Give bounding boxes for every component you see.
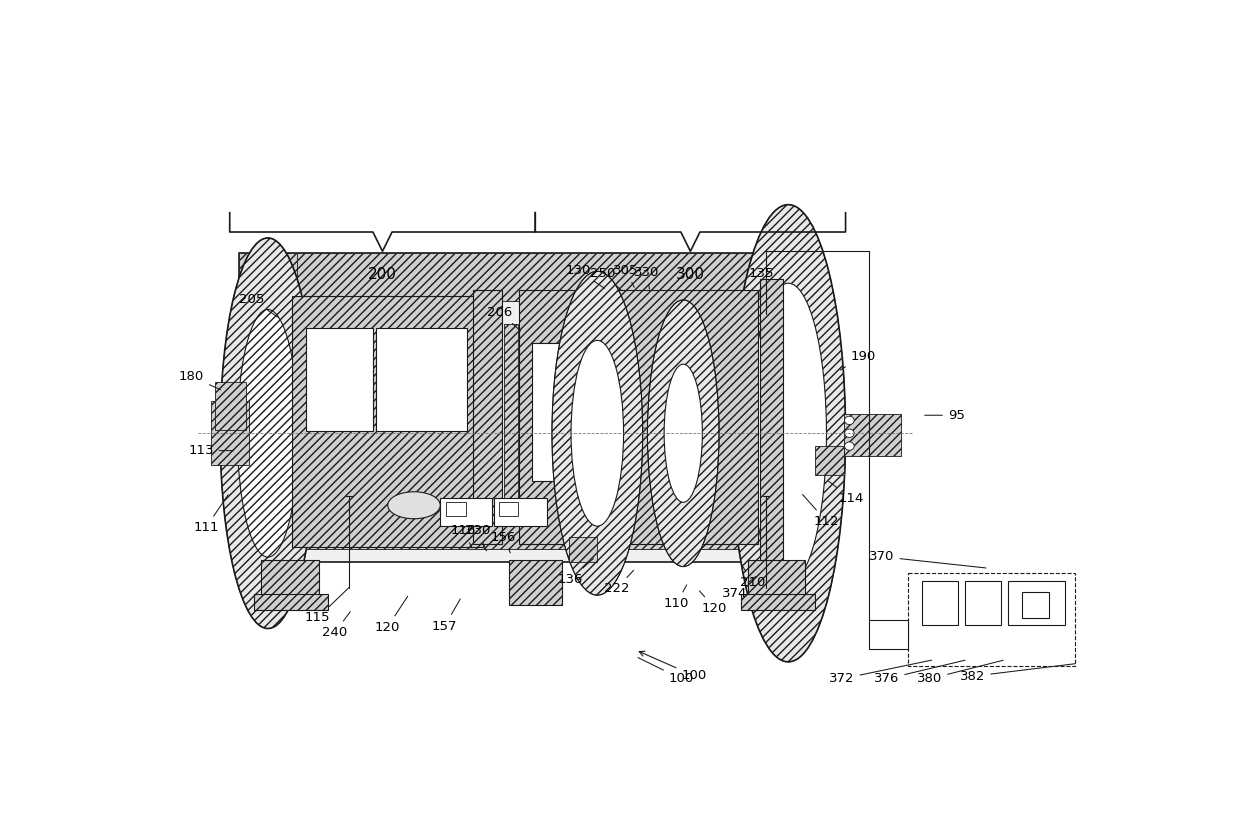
Bar bbox=[843, 414, 901, 456]
Ellipse shape bbox=[844, 416, 854, 424]
Bar bbox=[569, 538, 598, 562]
Text: 200: 200 bbox=[368, 267, 397, 282]
Bar bbox=[510, 560, 562, 605]
Text: 120: 120 bbox=[699, 591, 728, 615]
Bar bbox=[254, 594, 329, 610]
Text: 111: 111 bbox=[193, 494, 228, 534]
Bar bbox=[908, 573, 1075, 666]
Text: 112: 112 bbox=[802, 494, 839, 528]
Ellipse shape bbox=[237, 310, 299, 557]
Bar bbox=[815, 446, 843, 475]
Ellipse shape bbox=[750, 283, 826, 584]
Text: 135: 135 bbox=[749, 267, 774, 296]
Bar bbox=[495, 498, 547, 527]
Bar bbox=[755, 253, 822, 549]
Text: 157: 157 bbox=[432, 599, 460, 633]
Ellipse shape bbox=[732, 205, 846, 662]
Text: 382: 382 bbox=[960, 664, 1075, 683]
Bar bbox=[249, 498, 812, 549]
Bar bbox=[532, 343, 627, 482]
Text: 115: 115 bbox=[305, 588, 348, 625]
Text: 210: 210 bbox=[740, 565, 765, 589]
Bar bbox=[740, 594, 815, 610]
Text: 110: 110 bbox=[663, 584, 689, 610]
Ellipse shape bbox=[844, 442, 854, 450]
Text: 222: 222 bbox=[604, 570, 634, 595]
Text: 372: 372 bbox=[830, 660, 931, 686]
Bar bbox=[474, 290, 502, 544]
Ellipse shape bbox=[572, 341, 624, 526]
Text: 136: 136 bbox=[558, 559, 593, 585]
Ellipse shape bbox=[388, 492, 440, 519]
Text: 376: 376 bbox=[874, 660, 965, 686]
Bar bbox=[965, 581, 1001, 625]
Text: 113: 113 bbox=[188, 444, 233, 457]
Bar bbox=[262, 560, 319, 605]
Text: 116: 116 bbox=[451, 524, 476, 548]
Bar bbox=[748, 560, 806, 605]
Text: 190: 190 bbox=[841, 350, 875, 370]
Ellipse shape bbox=[647, 300, 719, 567]
Text: 240: 240 bbox=[322, 612, 350, 639]
Text: 156: 156 bbox=[491, 531, 516, 553]
Text: 380: 380 bbox=[916, 660, 1003, 686]
Text: 114: 114 bbox=[828, 481, 864, 505]
Bar bbox=[239, 253, 822, 562]
Bar bbox=[1022, 592, 1049, 618]
Bar bbox=[239, 253, 296, 549]
Ellipse shape bbox=[665, 364, 702, 503]
Bar bbox=[520, 290, 758, 544]
Text: 95: 95 bbox=[925, 409, 965, 422]
Text: 300: 300 bbox=[676, 267, 704, 282]
Bar bbox=[921, 581, 959, 625]
Bar bbox=[211, 401, 249, 465]
Ellipse shape bbox=[552, 271, 642, 595]
Bar bbox=[291, 296, 482, 547]
Text: 305: 305 bbox=[614, 264, 639, 287]
Text: 100: 100 bbox=[639, 651, 707, 682]
Text: 205: 205 bbox=[239, 293, 278, 317]
Text: 330: 330 bbox=[635, 266, 660, 289]
Bar bbox=[306, 328, 373, 432]
Text: 100: 100 bbox=[639, 658, 694, 686]
Text: 206: 206 bbox=[487, 306, 521, 331]
Ellipse shape bbox=[844, 429, 854, 438]
Bar bbox=[216, 382, 246, 430]
Text: 130: 130 bbox=[565, 264, 605, 288]
Bar bbox=[249, 253, 812, 301]
Text: 180: 180 bbox=[179, 370, 221, 390]
Text: 374: 374 bbox=[722, 576, 755, 600]
Bar bbox=[498, 502, 518, 516]
Bar bbox=[1008, 581, 1065, 625]
Text: 370: 370 bbox=[869, 550, 986, 568]
Text: 250: 250 bbox=[590, 267, 621, 290]
Bar bbox=[869, 620, 908, 649]
Bar bbox=[440, 498, 492, 527]
Text: 120: 120 bbox=[374, 596, 408, 634]
Bar bbox=[446, 502, 465, 516]
Ellipse shape bbox=[221, 238, 316, 629]
Bar bbox=[503, 324, 518, 517]
Bar bbox=[376, 328, 466, 432]
Bar bbox=[760, 279, 784, 569]
Text: 230: 230 bbox=[465, 524, 491, 551]
